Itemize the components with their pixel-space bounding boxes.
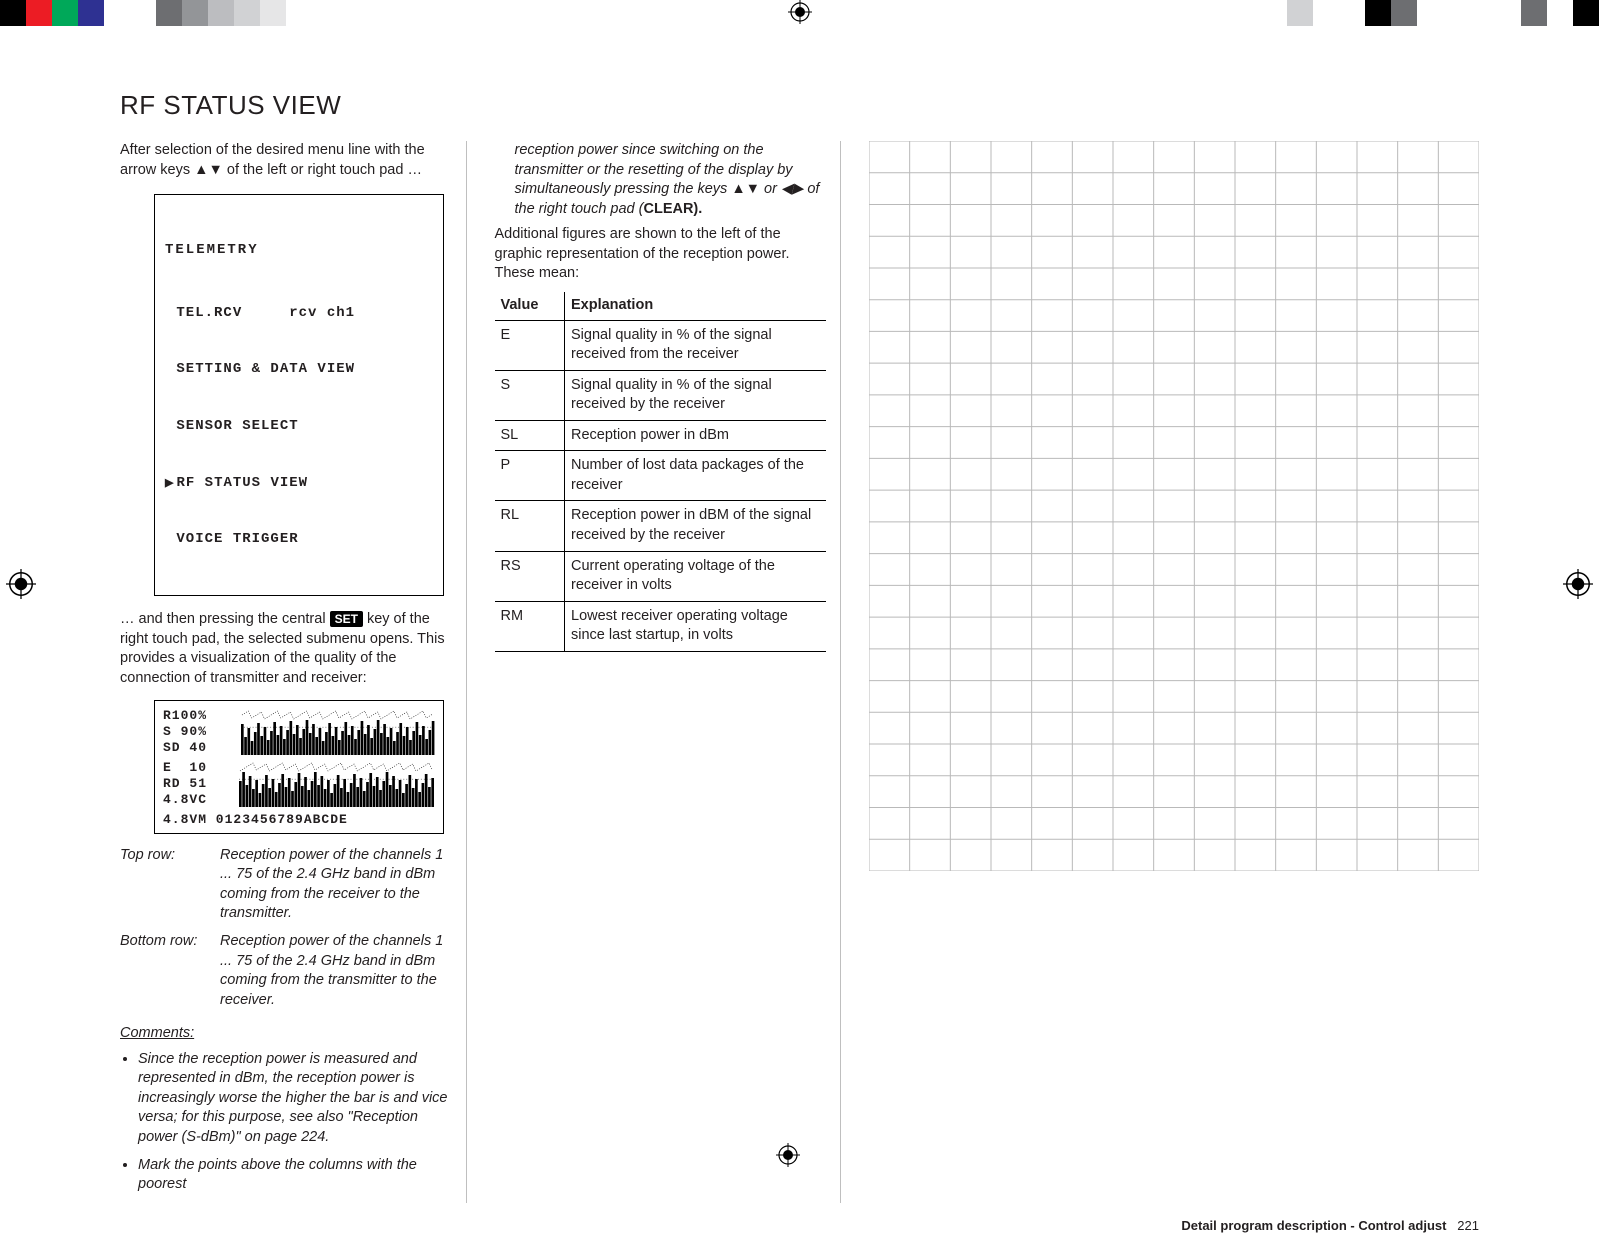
cell-value: P [495,451,565,501]
rf-footer-scale: 4.8VM 0123456789ABCDE [163,811,435,829]
lcd-row: TEL.RCV rcv ch1 [165,304,433,323]
table-row: RSCurrent operating voltage of the recei… [495,551,827,601]
cell-explanation: Reception power in dBM of the signal rec… [565,501,827,551]
comments-header: Comments: [120,1024,452,1044]
registration-mark-icon [6,569,36,599]
arrow-right-icon: ▶ [792,181,803,197]
def-label: Top row: [120,846,220,924]
lcd-title: TELEMETRY [165,241,433,260]
continued-text: reception power since switching on the t… [515,141,827,219]
rf-chart-top [241,707,435,755]
comment-item: Mark the points above the columns with t… [138,1156,452,1195]
cell-explanation: Number of lost data packages of the rece… [565,451,827,501]
def-text: Reception power of the channels 1 ... 75… [220,846,452,924]
registration-mark-icon [788,0,812,24]
rf-chart-bottom [239,759,435,807]
arrow-left-icon: ◀ [781,181,792,197]
lcd-menu-box: TELEMETRY TEL.RCV rcv ch1 SETTING & DATA… [154,194,444,596]
text: of the left or right touch pad … [223,162,422,178]
cell-explanation: Signal quality in % of the signal receiv… [565,370,827,420]
cell-value: S [495,370,565,420]
clear-label: CLEAR). [643,201,702,217]
set-key-icon: SET [330,611,363,627]
table-row: SLReception power in dBm [495,420,827,451]
cell-value: RS [495,551,565,601]
arrow-down-icon: ▼ [746,181,760,197]
table-row: RMLowest receiver operating voltage sinc… [495,601,827,651]
column-2: reception power since switching on the t… [495,141,842,1203]
intro-text: After selection of the desired menu line… [120,141,452,180]
cell-value: RL [495,501,565,551]
table-row: RLReception power in dBM of the signal r… [495,501,827,551]
text: … and then pressing the central [120,611,330,627]
rf-status-box: R100% S 90% SD 40 E 10 RD 51 4.8VC 4.8VM… [154,700,444,834]
arrow-down-icon: ▼ [209,162,223,178]
lcd-row: SETTING & DATA VIEW [165,360,433,379]
registration-bar-top [0,0,1599,26]
lcd-row-selected: RF STATUS VIEW [165,474,433,493]
registration-mark-icon [1563,569,1593,599]
rf-labels-top: R100% S 90% SD 40 [163,708,235,755]
def-text: Reception power of the channels 1 ... 75… [220,932,452,1010]
def-top-row: Top row: Reception power of the channels… [120,846,452,924]
text: or [760,181,781,197]
rf-labels-bottom: E 10 RD 51 4.8VC [163,760,233,807]
after-lcd-text: … and then pressing the central SET key … [120,610,452,688]
th-explanation: Explanation [565,292,827,320]
footer-section: Detail program description - Control adj… [1181,1218,1446,1233]
page-footer: Detail program description - Control adj… [1181,1218,1479,1233]
arrow-up-icon: ▲ [731,181,745,197]
cell-explanation: Reception power in dBm [565,420,827,451]
cell-value: RM [495,601,565,651]
table-row: PNumber of lost data packages of the rec… [495,451,827,501]
table-row: ESignal quality in % of the signal recei… [495,320,827,370]
th-value: Value [495,292,565,320]
def-bottom-row: Bottom row: Reception power of the chann… [120,932,452,1010]
column-3: Detail program description - Control adj… [869,141,1479,1203]
comments-list: Since the reception power is measured an… [120,1050,452,1195]
table-row: SSignal quality in % of the signal recei… [495,370,827,420]
cell-explanation: Signal quality in % of the signal receiv… [565,320,827,370]
cell-value: SL [495,420,565,451]
column-1: After selection of the desired menu line… [120,141,467,1203]
cell-value: E [495,320,565,370]
comment-item: Since the reception power is measured an… [138,1050,452,1148]
cell-explanation: Current operating voltage of the receive… [565,551,827,601]
footer-page-number: 221 [1457,1218,1479,1233]
explain-intro: Additional figures are shown to the left… [495,225,827,284]
page-content: RF STATUS VIEW After selection of the de… [120,90,1479,1088]
notes-grid [869,141,1479,871]
cell-explanation: Lowest receiver operating voltage since … [565,601,827,651]
value-table: Value Explanation ESignal quality in % o… [495,292,827,652]
def-label: Bottom row: [120,932,220,1010]
arrow-up-icon: ▲ [194,162,208,178]
page-title: RF STATUS VIEW [120,90,1479,121]
lcd-row: SENSOR SELECT [165,417,433,436]
lcd-row: VOICE TRIGGER [165,530,433,549]
